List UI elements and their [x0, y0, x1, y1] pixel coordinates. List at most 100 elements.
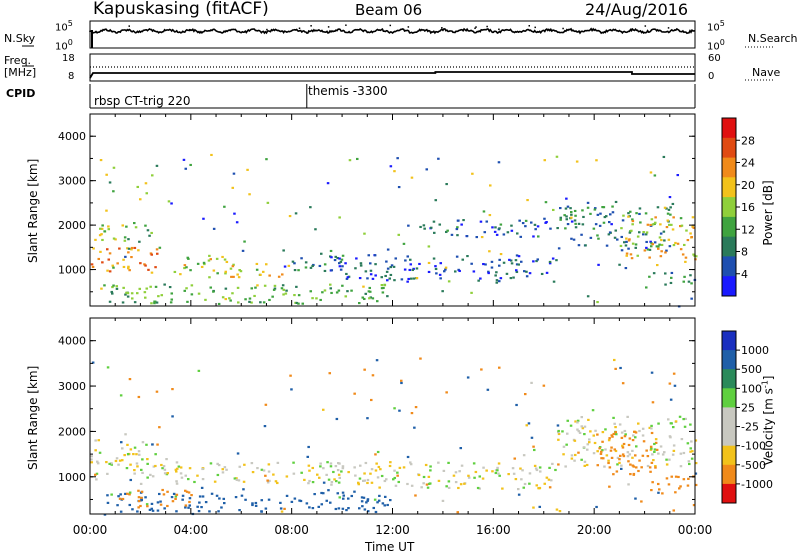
range-cell — [491, 226, 494, 229]
noise-dot — [345, 24, 347, 26]
nave-label: Nave — [752, 66, 781, 79]
range-cell — [657, 245, 660, 248]
scatter-cell — [447, 280, 451, 283]
range-cell — [586, 206, 590, 209]
range-cell — [648, 466, 652, 469]
range-cell — [625, 254, 629, 257]
scatter-cell — [489, 184, 492, 187]
range-cell — [618, 461, 621, 464]
scatter-cell — [555, 155, 559, 158]
range-cell — [313, 493, 316, 496]
range-cell — [166, 504, 169, 508]
range-cell — [594, 207, 597, 210]
range-cell — [363, 472, 366, 475]
range-cell — [338, 496, 342, 499]
range-cell — [648, 248, 652, 251]
range-cell — [221, 468, 225, 471]
range-cell — [427, 475, 431, 478]
range-cell — [108, 252, 112, 255]
range-cell — [589, 430, 592, 433]
scatter-cell — [441, 499, 445, 502]
range-cell — [659, 223, 662, 226]
x-tick-label: 00:00 — [73, 523, 108, 537]
range-cell — [137, 450, 141, 453]
range-cell — [216, 272, 219, 275]
range-cell — [350, 289, 353, 292]
range-cell — [385, 478, 388, 481]
range-cell — [455, 228, 459, 231]
range-cell — [596, 450, 599, 453]
range-cell — [608, 466, 612, 469]
scatter-cell — [156, 443, 159, 446]
y-tick-label: 3000 — [58, 380, 86, 393]
range-cell — [651, 243, 655, 246]
range-cell — [111, 286, 114, 289]
range-cell — [127, 267, 130, 270]
range-cell — [686, 484, 690, 487]
range-cell — [173, 270, 177, 274]
range-cell — [491, 470, 494, 473]
range-cell — [184, 506, 187, 509]
range-cell — [472, 270, 476, 273]
range-cell — [397, 480, 401, 484]
range-cell — [117, 495, 120, 498]
range-cell — [147, 268, 150, 271]
range-cell — [300, 257, 303, 260]
scatter-cell — [305, 502, 309, 505]
range-cell — [593, 441, 597, 445]
scatter-cell — [620, 467, 623, 470]
scatter-cell — [672, 372, 676, 375]
range-cell — [201, 478, 205, 481]
range-cell — [380, 276, 384, 279]
range-cell — [353, 466, 356, 469]
range-cell — [129, 448, 133, 451]
scatter-cell — [613, 358, 616, 362]
range-cell — [506, 231, 510, 234]
range-cell — [408, 268, 412, 272]
range-cell — [295, 285, 298, 288]
range-cell — [614, 431, 618, 434]
range-cell — [442, 469, 446, 472]
scatter-cell — [445, 391, 448, 394]
range-cell — [668, 245, 672, 248]
range-cell — [225, 260, 229, 264]
range-cell — [297, 294, 301, 297]
range-cell — [162, 493, 166, 496]
range-cell — [101, 261, 104, 264]
scatter-cell — [103, 513, 107, 516]
scatter-cell — [640, 500, 643, 503]
range-cell — [98, 234, 102, 237]
scatter-cell — [400, 381, 403, 385]
range-cell — [535, 468, 539, 472]
range-cell — [689, 232, 692, 235]
range-cell — [369, 472, 372, 475]
panel-power: 1000 2000 3000 4000 — [58, 113, 698, 308]
x-tick-label: 00:00 — [678, 523, 713, 537]
power-colorbar-tick-label: 16 — [741, 201, 755, 214]
range-cell — [333, 478, 336, 481]
nsearch-bottom-tick: 100 — [707, 38, 725, 53]
scatter-cell — [127, 247, 131, 250]
range-cell — [485, 220, 489, 223]
range-cell — [498, 258, 501, 261]
range-cell — [511, 467, 515, 470]
range-cell — [284, 292, 288, 295]
range-cell — [638, 429, 641, 433]
scatter-cell — [189, 163, 192, 167]
range-cell — [354, 267, 357, 270]
range-cell — [417, 473, 421, 477]
range-cell — [409, 461, 412, 464]
range-cell — [654, 221, 657, 224]
range-cell — [150, 253, 154, 256]
range-cell — [110, 462, 113, 465]
scatter-cell — [328, 372, 332, 375]
range-cell — [308, 479, 311, 483]
scatter-cell — [246, 168, 249, 171]
range-cell — [598, 446, 602, 449]
range-cell — [583, 464, 587, 467]
range-cell — [627, 212, 630, 215]
range-cell — [374, 274, 377, 277]
range-cell — [429, 465, 432, 468]
range-cell — [165, 473, 169, 476]
range-cell — [329, 501, 332, 504]
